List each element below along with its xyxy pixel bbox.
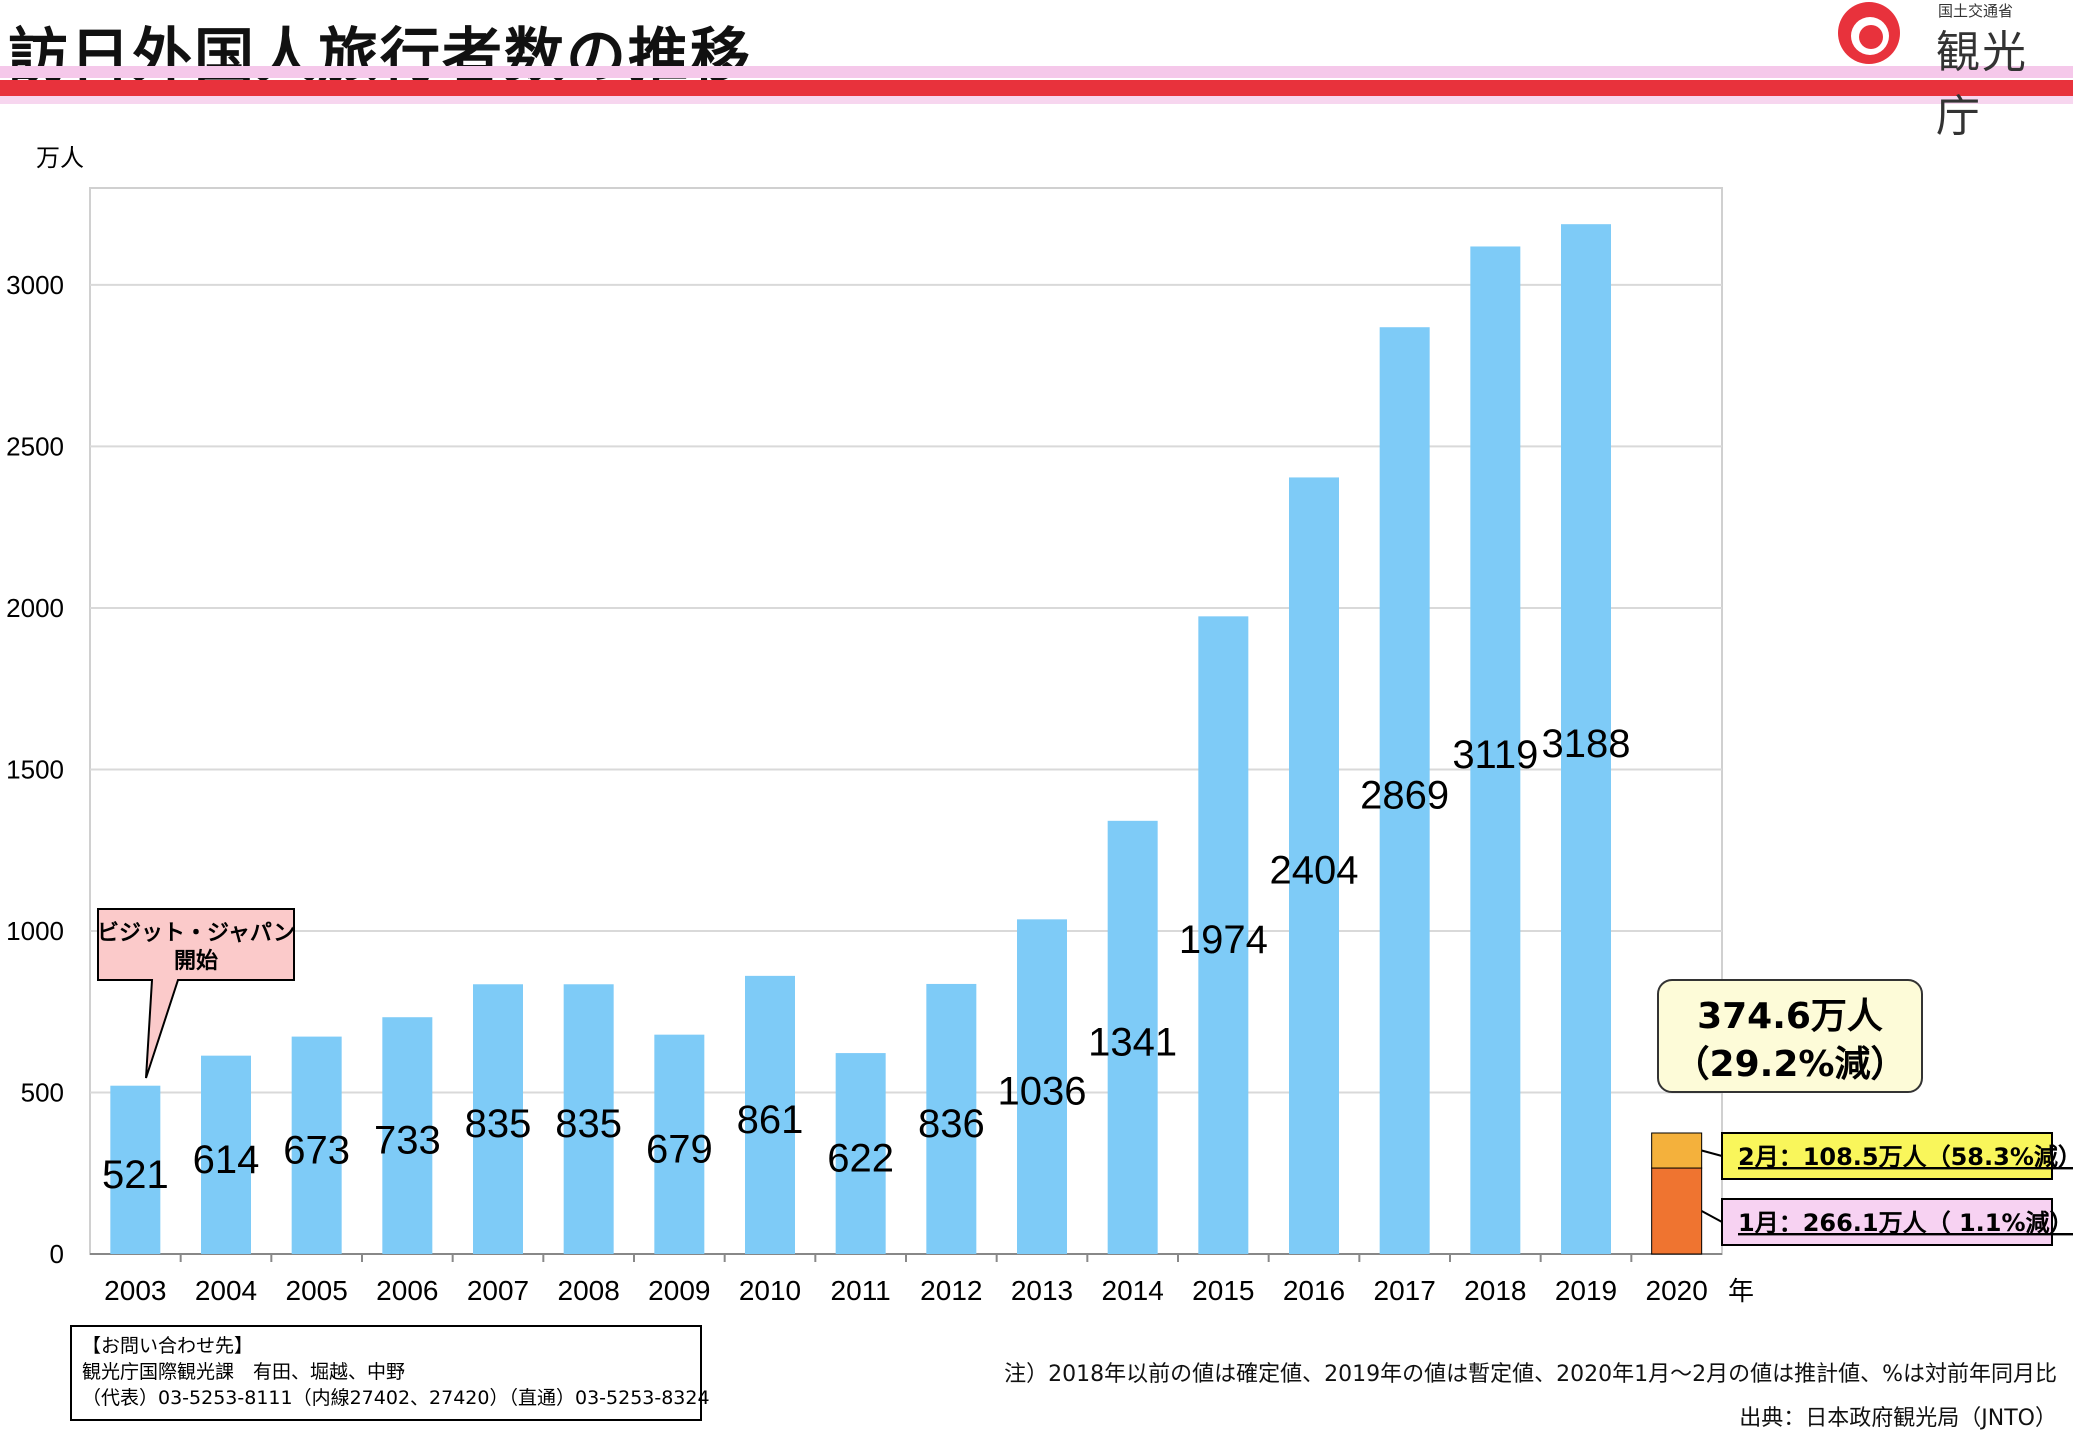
logo-agency-text: 観光庁 (1936, 27, 2028, 142)
japan-tourism-agency-logo-icon (1838, 2, 1900, 64)
bar (1017, 919, 1067, 1254)
bar (110, 1085, 161, 1254)
x-tick-label: 2011 (831, 1275, 891, 1306)
bar-value-label: 2404 (1270, 849, 1359, 893)
header-band-red (0, 80, 2073, 96)
x-tick-label: 2010 (739, 1275, 801, 1306)
y-tick-label: 1000 (6, 916, 64, 946)
segment-callout-label: 1月：266.1万人（ 1.1%減） (1738, 1209, 2073, 1237)
x-tick-label: 2003 (104, 1275, 166, 1306)
y-tick-label: 500 (21, 1077, 64, 1107)
plot-area (89, 187, 1723, 1255)
stacked-segment (1651, 1132, 1703, 1169)
visit-japan-callout-line1: ビジット・ジャパン (97, 921, 295, 946)
y-tick-label: 2500 (6, 431, 64, 461)
x-tick-label: 2004 (195, 1275, 257, 1306)
bar-value-label: 861 (737, 1098, 804, 1142)
stacked-segment (1651, 1167, 1703, 1255)
bar (1198, 616, 1249, 1254)
x-tick-label: 2007 (467, 1275, 529, 1306)
total-2020-value: 374.6万人 (1697, 996, 1883, 1037)
bar (1289, 477, 1339, 1254)
source-note: 出典：日本政府観光局（JNTO） (1739, 1406, 2057, 1431)
header-band-pink (0, 66, 2073, 78)
y-tick-label: 1500 (6, 754, 64, 784)
x-tick-label: 2016 (1283, 1275, 1345, 1306)
x-tick-label: 2005 (286, 1275, 348, 1306)
bar-value-label: 521 (102, 1153, 169, 1197)
bar-value-label: 835 (555, 1102, 622, 1146)
contact-box: 【お問い合わせ先】 観光庁国際観光課 有田、堀越、中野 （代表）03-5253-… (70, 1325, 710, 1421)
contact-heading: 【お問い合わせ先】 (82, 1335, 254, 1357)
x-tick-label: 2020 (1646, 1275, 1708, 1306)
bar (835, 1053, 886, 1254)
bar (1561, 224, 1611, 1254)
y-axis-unit-label: 万人 (36, 144, 84, 172)
bar (1470, 246, 1521, 1254)
visitor-bar-chart: 0 500 1000 1500 2000 2500 3000 万人年 2003 521 2004 61… (6, 144, 2073, 1307)
x-tick-label: 2014 (1102, 1275, 1164, 1306)
bar-value-label: 733 (374, 1119, 441, 1163)
bar (473, 984, 523, 1254)
bar (201, 1055, 251, 1254)
x-tick-label: 2019 (1555, 1275, 1617, 1306)
segment-callout-box (1721, 1198, 2053, 1246)
footnote: 注）2018年以前の値は確定値、2019年の値は暫定値、2020年1月～2月の値… (1004, 1362, 2057, 1387)
x-tick-label: 2017 (1374, 1275, 1436, 1306)
x-tick-label: 2009 (648, 1275, 710, 1306)
bar-value-label: 1341 (1088, 1020, 1177, 1064)
bar (745, 975, 795, 1254)
y-tick-label: 0 (50, 1239, 64, 1269)
bar-value-label: 3119 (1452, 733, 1538, 777)
x-tick-label: 2018 (1464, 1275, 1526, 1306)
bar-value-label: 679 (646, 1127, 713, 1171)
bar (654, 1034, 705, 1254)
bar-value-label: 835 (465, 1102, 532, 1146)
bar (382, 1017, 433, 1254)
bar-value-label: 2869 (1360, 774, 1449, 818)
bar (926, 983, 977, 1254)
x-tick-label: 2013 (1011, 1275, 1073, 1306)
segment-leader-line (1701, 1149, 1723, 1157)
segment-leader-line (1701, 1210, 1723, 1223)
bar-value-label: 1974 (1179, 918, 1268, 962)
x-tick-label: 2008 (558, 1275, 620, 1306)
x-axis-unit-label: 年 (1728, 1277, 1754, 1307)
bar-value-label: 673 (283, 1128, 350, 1172)
logo-ministry-text: 国土交通省 (1938, 2, 2014, 20)
x-tick-label: 2006 (376, 1275, 438, 1306)
bar-value-label: 1036 (998, 1070, 1087, 1114)
bar-value-label: 622 (827, 1137, 894, 1181)
visit-japan-callout-line2: 開始 (174, 948, 218, 974)
contact-line-1: 観光庁国際観光課 有田、堀越、中野 (82, 1361, 406, 1383)
segment-callout-box (1721, 1132, 2053, 1180)
segment-callout-label: 2月：108.5万人（58.3%減） (1738, 1143, 2073, 1171)
bar-value-label: 836 (918, 1102, 985, 1146)
total-2020-callout (1657, 979, 1923, 1093)
bar (1107, 820, 1158, 1254)
total-2020-change: （29.2%減） (1674, 1044, 1907, 1085)
contact-line-2: （代表）03-5253-8111（内線27402、27420）（直通）03-52… (82, 1387, 710, 1409)
header-band-pink-lower (0, 96, 2073, 104)
bar-value-label: 3188 (1542, 722, 1631, 766)
bar (1379, 327, 1430, 1254)
agency-logo: 国土交通省 観光庁 (1838, 0, 2073, 142)
x-tick-label: 2012 (920, 1275, 982, 1306)
y-tick-label: 2000 (6, 593, 64, 623)
bar-value-label: 614 (193, 1138, 260, 1182)
bar (563, 984, 614, 1254)
x-tick-label: 2015 (1192, 1275, 1254, 1306)
visit-japan-callout (97, 908, 295, 1079)
y-tick-label: 3000 (6, 270, 64, 300)
bar (291, 1036, 342, 1254)
